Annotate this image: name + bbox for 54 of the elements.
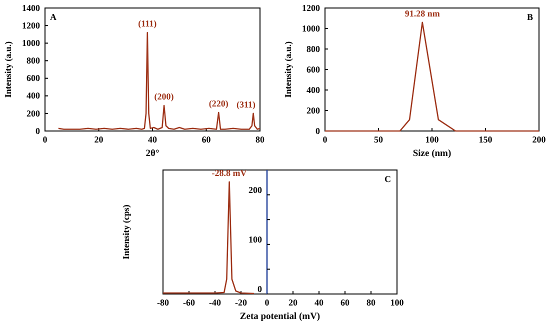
x-tick-label: 60 — [340, 297, 350, 308]
x-tick-label: 20 — [288, 297, 298, 308]
annotation: B — [526, 12, 533, 22]
y-tick-label: 1000 — [22, 38, 40, 48]
x-axis-title: Size (nm) — [412, 149, 452, 159]
y-tick-label: 0 — [36, 126, 40, 136]
x-tick-label: 50 — [374, 134, 384, 144]
y-tick-label: 100 — [248, 234, 262, 245]
y-axis-title: Intensity (a.u.) — [3, 41, 13, 98]
x-tick-label: 200 — [532, 134, 546, 144]
y-axis-title: Intensity (cps) — [121, 204, 131, 260]
y-tick-label: 200 — [26, 108, 40, 118]
x-tick-label: 80 — [366, 297, 376, 308]
annotation: (111) — [138, 18, 157, 29]
y-tick-label: 400 — [26, 90, 40, 101]
y-tick-label: 400 — [306, 84, 320, 95]
x-tick-label: 20 — [94, 134, 104, 144]
y-tick-label: 1200 — [302, 2, 320, 13]
y-tick-label: 1400 — [22, 2, 40, 13]
x-tick-label: -40 — [209, 297, 222, 308]
x-tick-label: 100 — [390, 297, 404, 308]
annotation: -28.8 mV — [212, 168, 248, 178]
x-tick-label: 0 — [42, 134, 48, 144]
x-tick-label: 100 — [425, 134, 440, 144]
x-tick-label: 150 — [478, 134, 493, 144]
y-tick-label: 0 — [316, 126, 320, 136]
x-tick-label: 40 — [148, 134, 158, 144]
x-axis-title: 2θ° — [146, 149, 160, 159]
x-tick-label: -60 — [183, 297, 196, 308]
y-tick-label: 600 — [306, 64, 320, 74]
annotation: (220) — [208, 98, 228, 109]
x-tick-label: 60 — [202, 134, 212, 144]
annotation: C — [384, 174, 391, 184]
x-axis-title: Zeta potential (mV) — [240, 312, 320, 322]
annotation: (311) — [236, 99, 256, 110]
y-tick-label: 1000 — [302, 23, 320, 34]
y-tick-label: 800 — [306, 44, 320, 54]
annotation: A — [50, 12, 57, 22]
line-series — [58, 32, 261, 130]
x-tick-label: 0 — [264, 297, 270, 308]
y-tick-label: 800 — [26, 56, 40, 66]
y-tick-label: 200 — [306, 105, 320, 116]
y-tick-label: 600 — [26, 73, 40, 84]
x-tick-label: 0 — [322, 134, 328, 144]
x-tick-label: 80 — [256, 134, 265, 144]
y-tick-label: 0 — [258, 284, 262, 294]
y-axis-title: Intensity (a.u.) — [283, 41, 293, 98]
x-tick-label: -80 — [157, 297, 170, 308]
y-tick-label: 200 — [248, 185, 262, 195]
y-tick-label: 1200 — [22, 20, 40, 30]
annotation: (200) — [154, 92, 174, 102]
annotation: 91.28 nm — [404, 8, 440, 18]
x-tick-label: -20 — [235, 297, 248, 308]
x-tick-label: 40 — [314, 297, 324, 308]
